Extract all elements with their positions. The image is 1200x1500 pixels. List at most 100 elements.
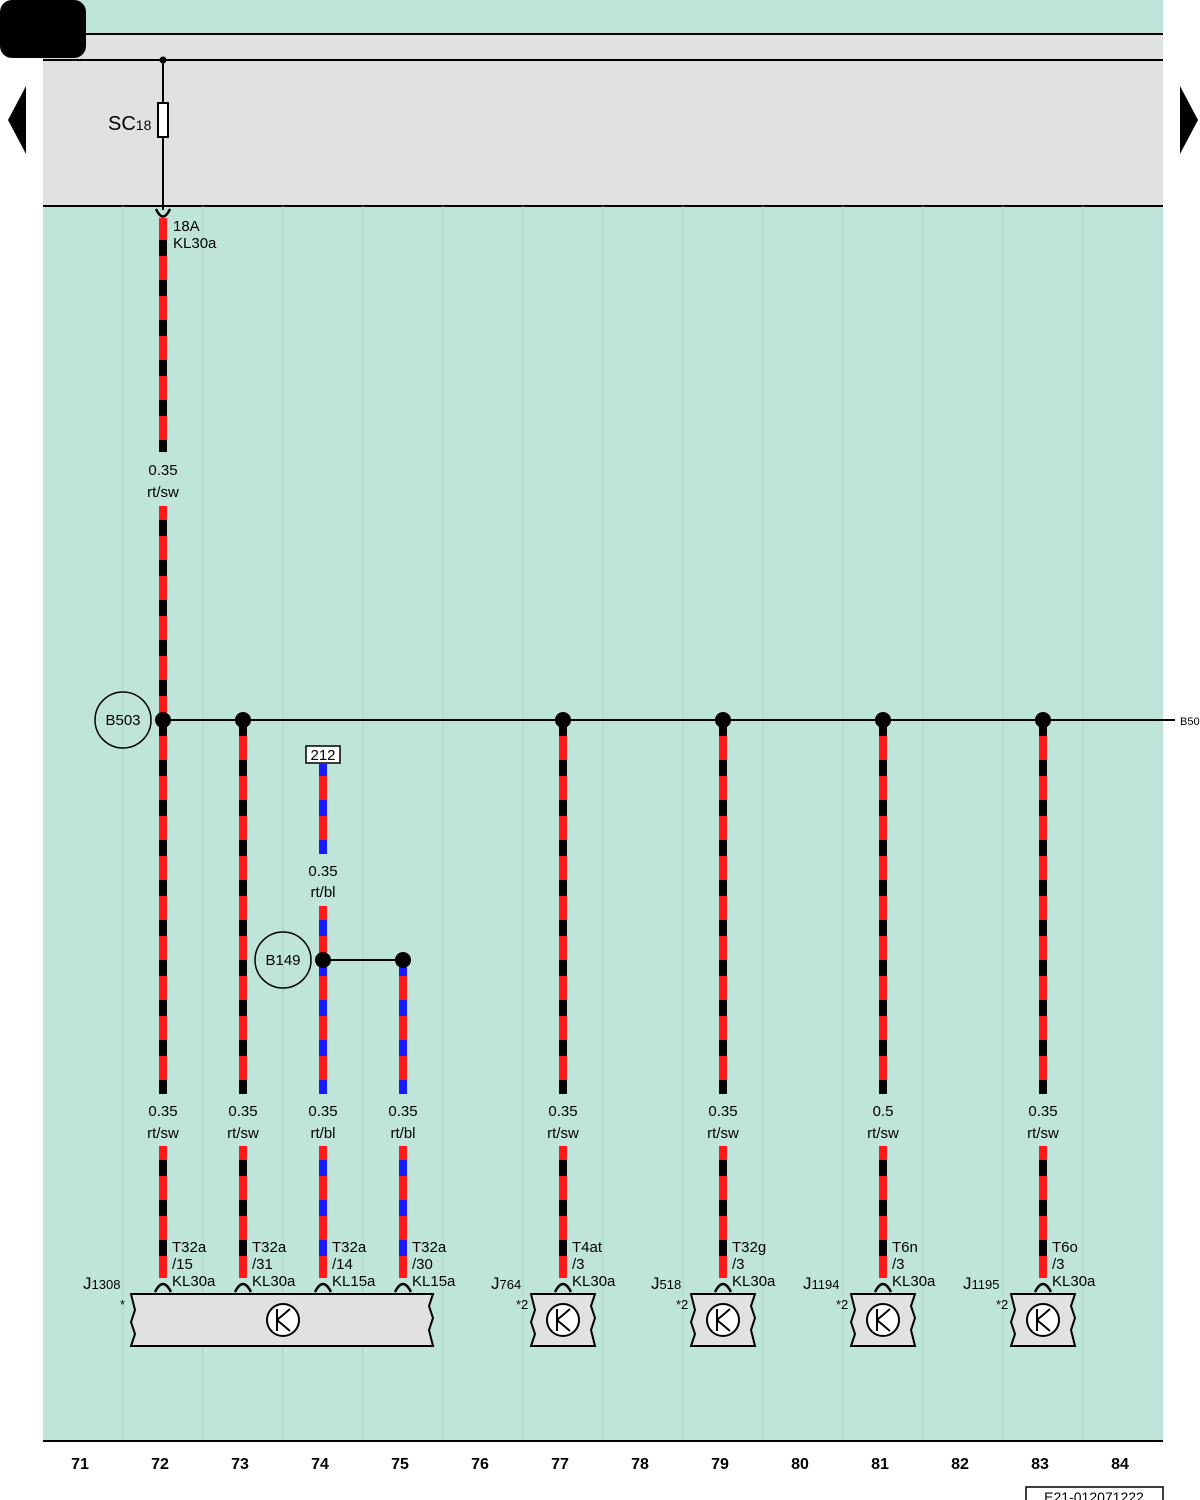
transistor-icon bbox=[706, 1303, 740, 1337]
connector-signal: KL30a bbox=[1052, 1273, 1096, 1290]
connector-pin: /3 bbox=[892, 1256, 905, 1273]
column-number: 76 bbox=[471, 1456, 489, 1473]
branch-color: rt/sw bbox=[547, 1125, 579, 1142]
connector-signal: KL30a bbox=[252, 1273, 296, 1290]
column-number: 72 bbox=[151, 1456, 169, 1473]
component-label: J1194 bbox=[803, 1274, 839, 1293]
branch-color: rt/bl bbox=[310, 1125, 335, 1142]
splice-b503-marker bbox=[94, 691, 152, 749]
connector-pin: /30 bbox=[412, 1256, 433, 1273]
branch-size: 0.35 bbox=[228, 1103, 257, 1120]
branch-color: rt/bl bbox=[390, 1125, 415, 1142]
ref-box-212 bbox=[305, 745, 341, 764]
transistor-icon bbox=[546, 1303, 580, 1337]
column-number: 83 bbox=[1031, 1456, 1049, 1473]
connector-signal: KL30a bbox=[892, 1273, 936, 1290]
connector-pin: /3 bbox=[572, 1256, 585, 1273]
branch-size: 0.5 bbox=[873, 1103, 894, 1120]
component-note: *2 bbox=[516, 1297, 528, 1312]
connector-name: T6o bbox=[1052, 1239, 1078, 1256]
triangle-right-icon[interactable] bbox=[1180, 86, 1198, 154]
connector-pin: /3 bbox=[1052, 1256, 1065, 1273]
connector-symbols bbox=[153, 1282, 1053, 1293]
column-number: 73 bbox=[231, 1456, 249, 1473]
fuse-symbol bbox=[157, 102, 169, 138]
branch-size: 0.35 bbox=[548, 1103, 577, 1120]
column-number: 71 bbox=[71, 1456, 89, 1473]
fuse-junction-dot bbox=[159, 56, 167, 64]
branch-size: 0.35 bbox=[148, 1103, 177, 1120]
splice-b503-label: B503 bbox=[105, 712, 140, 729]
connector-name: T6n bbox=[892, 1239, 918, 1256]
footer-id: E21-012071222 bbox=[1044, 1489, 1144, 1500]
connector-signal: KL30a bbox=[172, 1273, 216, 1290]
connector-pin: /31 bbox=[252, 1256, 273, 1273]
top-terminal-pin: 18A bbox=[173, 218, 200, 235]
branch-size: 0.35 bbox=[708, 1103, 737, 1120]
connector-pin: /3 bbox=[732, 1256, 745, 1273]
branch-size: 0.35 bbox=[388, 1103, 417, 1120]
transistor-icon bbox=[266, 1303, 300, 1337]
column-number: 77 bbox=[551, 1456, 569, 1473]
column-number: 78 bbox=[631, 1456, 649, 1473]
connector-signal: KL15a bbox=[332, 1273, 376, 1290]
component-label: J1195 bbox=[963, 1274, 999, 1293]
transistor-icon bbox=[866, 1303, 900, 1337]
component-note: *2 bbox=[996, 1297, 1008, 1312]
fuse-label: SC18 bbox=[108, 113, 152, 135]
wire-main-size: 0.35 bbox=[148, 462, 177, 479]
top-terminal-signal: KL30a bbox=[173, 235, 217, 252]
column-numbers: 71 72 73 74 75 76 77 78 79 80 81 82 83 8… bbox=[71, 1456, 1129, 1473]
branch-color: rt/sw bbox=[867, 1125, 899, 1142]
connector-name: T32g bbox=[732, 1239, 766, 1256]
fuse-box-area bbox=[43, 34, 1163, 206]
connector-name: T32a bbox=[332, 1239, 367, 1256]
column-number: 80 bbox=[791, 1456, 809, 1473]
connector-name: T32a bbox=[172, 1239, 207, 1256]
branch-color: rt/sw bbox=[1027, 1125, 1059, 1142]
component-note: *2 bbox=[836, 1297, 848, 1312]
junction-dots bbox=[155, 712, 1051, 968]
component-note: * bbox=[120, 1297, 125, 1312]
component-note: *2 bbox=[676, 1297, 688, 1312]
component-label: J1308 bbox=[83, 1274, 120, 1293]
wire-212-size: 0.35 bbox=[308, 863, 337, 880]
connector-name: T32a bbox=[252, 1239, 287, 1256]
page-tab bbox=[0, 0, 86, 58]
connector-pin: /14 bbox=[332, 1256, 353, 1273]
connector-signal: KL15a bbox=[412, 1273, 456, 1290]
splice-b149-marker bbox=[254, 931, 312, 989]
connector-signal: KL30a bbox=[572, 1273, 616, 1290]
column-number: 79 bbox=[711, 1456, 729, 1473]
triangle-left-icon[interactable] bbox=[8, 86, 26, 154]
branch-color: rt/sw bbox=[227, 1125, 259, 1142]
connector-labels: T32a /15 KL30a T32a /31 KL30a T32a /14 K… bbox=[172, 1239, 1096, 1290]
wire-main-color: rt/sw bbox=[147, 484, 179, 501]
column-grid bbox=[122, 206, 1084, 1440]
component-labels: J1308 * J764 *2 J518 *2 J1194 *2 J1195 *… bbox=[83, 1274, 1008, 1312]
branch-color: rt/sw bbox=[147, 1125, 179, 1142]
splice-b149-label: B149 bbox=[265, 952, 300, 969]
connector-name: T4at bbox=[572, 1239, 603, 1256]
ref-box-label: 212 bbox=[310, 747, 335, 764]
connector-signal: KL30a bbox=[732, 1273, 776, 1290]
column-number: 81 bbox=[871, 1456, 889, 1473]
component-label: J518 bbox=[651, 1274, 681, 1293]
branch-size: 0.35 bbox=[308, 1103, 337, 1120]
branch-color: rt/sw bbox=[707, 1125, 739, 1142]
connector-pin: /15 bbox=[172, 1256, 193, 1273]
footer-id-box bbox=[1025, 1486, 1164, 1500]
column-number: 75 bbox=[391, 1456, 409, 1473]
top-terminal-connector bbox=[154, 208, 172, 218]
transistor-icon bbox=[1026, 1303, 1060, 1337]
wire-212-color: rt/bl bbox=[310, 884, 335, 901]
connector-name: T32a bbox=[412, 1239, 447, 1256]
branch-labels: 0.35 rt/sw 0.35 rt/sw 0.35 rt/bl 0.35 rt… bbox=[147, 1103, 1059, 1142]
column-number: 84 bbox=[1111, 1456, 1129, 1473]
column-number: 74 bbox=[311, 1456, 329, 1473]
component-label: J764 bbox=[491, 1274, 521, 1293]
branch-size: 0.35 bbox=[1028, 1103, 1057, 1120]
splice-b503-continue: B50 bbox=[1180, 716, 1200, 728]
column-number: 82 bbox=[951, 1456, 969, 1473]
